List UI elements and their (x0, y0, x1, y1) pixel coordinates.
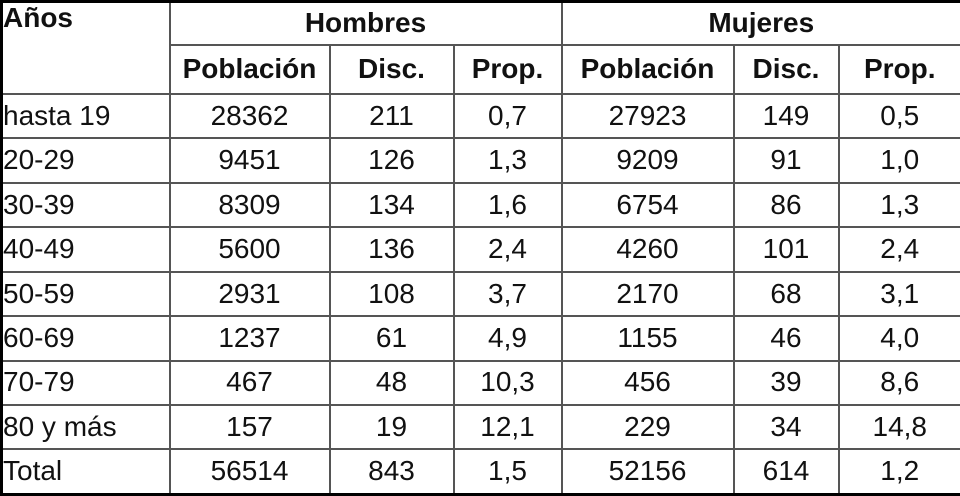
data-cell: 2,4 (837, 226, 960, 273)
data-cell: 1,3 (452, 137, 563, 184)
sub-header-row: Población Disc. Prop. Población Disc. Pr… (2, 44, 960, 95)
data-cell: 1,3 (837, 181, 960, 229)
data-cell: 61 (328, 315, 455, 362)
sub-header-mujeres-disc: Disc. (732, 44, 840, 95)
data-cell: 48 (328, 359, 455, 406)
group-header-mujeres: Mujeres (560, 0, 960, 46)
table-row: 30-39 8309 134 1,6 6754 86 1,3 (0, 181, 960, 229)
table-row: hasta 19 28362 211 0,7 27923 149 0,5 (0, 92, 960, 140)
row-label-cell: hasta 19 (0, 92, 171, 140)
table-row: 40-49 5600 136 2,4 4260 101 2,4 (0, 226, 960, 273)
data-cell: 10,3 (452, 359, 563, 406)
table-row: 50-59 2931 108 3,7 2170 68 3,1 (0, 270, 960, 318)
table-row-total: Total 56514 843 1,5 52156 614 1,2 (0, 448, 960, 496)
table-row: 60-69 1237 61 4,9 1155 46 4,0 (0, 315, 960, 362)
data-cell: 0,5 (837, 92, 960, 140)
data-cell: 86 (732, 181, 840, 229)
sub-header-hombres-prop: Prop. (452, 44, 563, 95)
corner-header-anos: Años (0, 0, 171, 95)
data-cell: 4,0 (837, 315, 960, 362)
data-cell: 12,1 (452, 403, 563, 451)
data-cell: 126 (328, 137, 455, 184)
data-cell: 229 (560, 403, 735, 451)
data-cell: 467 (168, 359, 331, 406)
data-cell: 68 (732, 270, 840, 318)
row-label-cell: 50-59 (0, 270, 171, 318)
group-header-row: Años Hombres Mujeres (0, 0, 960, 95)
data-cell: 1,5 (452, 448, 563, 496)
data-cell: 8,6 (837, 359, 960, 406)
data-cell: 211 (328, 92, 455, 140)
data-cell: 9209 (560, 137, 735, 184)
row-label-cell: 40-49 (0, 226, 171, 273)
data-cell: 27923 (560, 92, 735, 140)
data-cell: 456 (560, 359, 735, 406)
data-cell: 843 (328, 448, 455, 496)
data-cell: 1,6 (452, 181, 563, 229)
data-cell: 1,2 (837, 448, 960, 496)
group-header-hombres: Hombres (168, 0, 563, 46)
sub-header-hombres-disc: Disc. (328, 44, 455, 95)
data-cell: 0,7 (452, 92, 563, 140)
sub-header-mujeres-poblacion: Población (560, 44, 735, 95)
data-cell: 614 (732, 448, 840, 496)
data-cell: 19 (328, 403, 455, 451)
data-cell: 9451 (168, 137, 331, 184)
data-cell: 5600 (168, 226, 331, 273)
data-cell: 39 (732, 359, 840, 406)
data-cell: 8309 (168, 181, 331, 229)
data-cell: 1155 (560, 315, 735, 362)
data-cell: 14,8 (837, 403, 960, 451)
row-label-cell: 70-79 (0, 359, 171, 406)
data-cell: 1,0 (837, 137, 960, 184)
row-label-cell: 60-69 (0, 315, 171, 362)
data-cell: 2170 (560, 270, 735, 318)
table-row: 20-29 9451 126 1,3 9209 91 1,0 (0, 137, 960, 184)
data-cell: 34 (732, 403, 840, 451)
data-cell: 52156 (560, 448, 735, 496)
row-label-cell: 30-39 (0, 181, 171, 229)
table-row: 80 y más 157 19 12,1 229 34 14,8 (0, 403, 960, 451)
data-cell: 101 (732, 226, 840, 273)
data-cell: 4,9 (452, 315, 563, 362)
data-cell: 2,4 (452, 226, 563, 273)
data-cell: 28362 (168, 92, 331, 140)
data-cell: 91 (732, 137, 840, 184)
data-cell: 149 (732, 92, 840, 140)
data-cell: 6754 (560, 181, 735, 229)
data-cell: 136 (328, 226, 455, 273)
row-label-cell: Total (0, 448, 171, 496)
data-cell: 3,7 (452, 270, 563, 318)
data-cell: 2931 (168, 270, 331, 318)
data-cell: 4260 (560, 226, 735, 273)
data-cell: 157 (168, 403, 331, 451)
sub-header-hombres-poblacion: Población (168, 44, 331, 95)
data-cell: 1237 (168, 315, 331, 362)
data-cell: 108 (328, 270, 455, 318)
row-label-cell: 20-29 (0, 137, 171, 184)
row-label-cell: 80 y más (0, 403, 171, 451)
table-row: 70-79 467 48 10,3 456 39 8,6 (0, 359, 960, 406)
data-cell: 56514 (168, 448, 331, 496)
sub-header-mujeres-prop: Prop. (837, 44, 960, 95)
data-cell: 46 (732, 315, 840, 362)
data-cell: 3,1 (837, 270, 960, 318)
data-cell: 134 (328, 181, 455, 229)
